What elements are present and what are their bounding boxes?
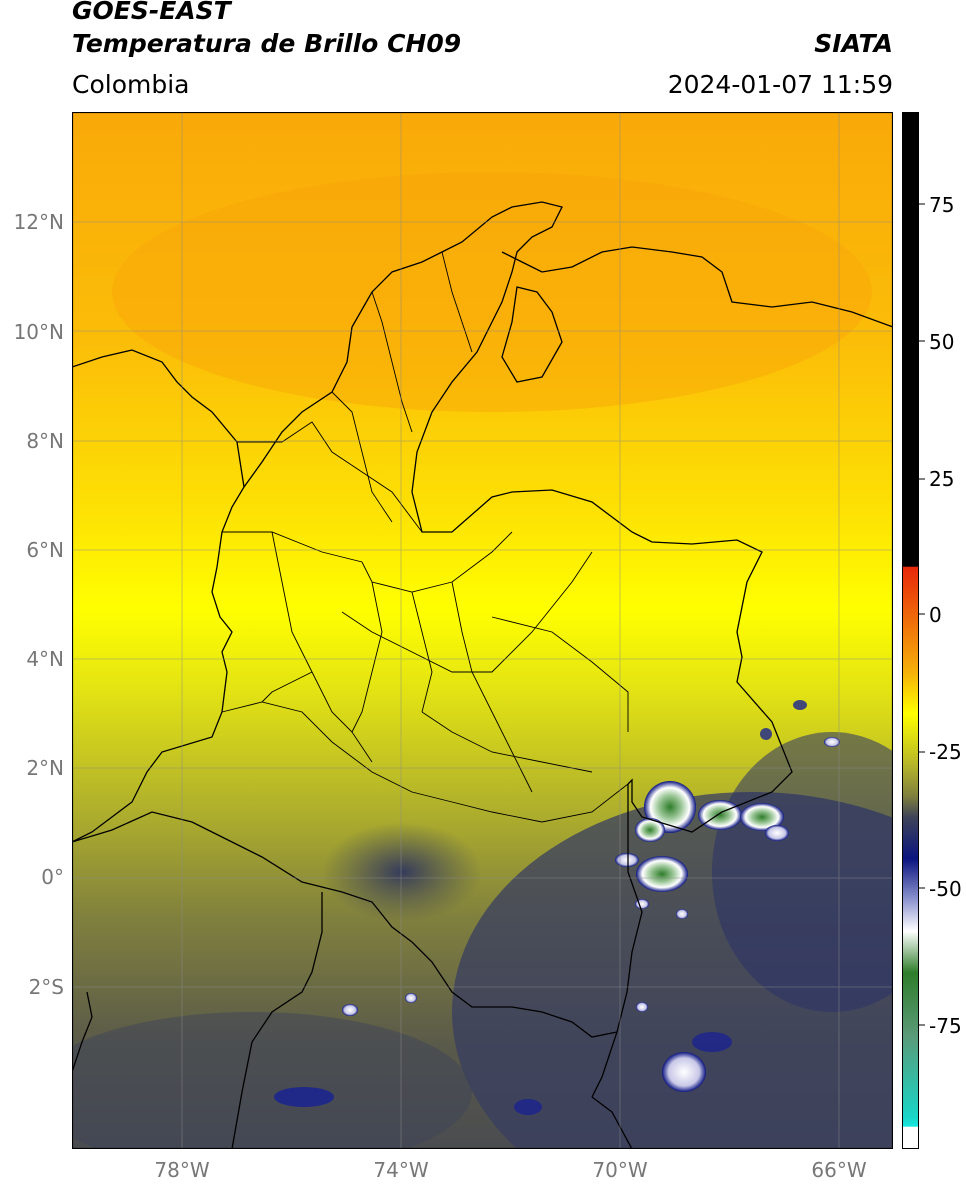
agency-label: SIATA xyxy=(814,29,893,58)
convective-cloud xyxy=(405,993,417,1003)
colorbar-gradient xyxy=(902,112,919,1149)
colombia-brazil-border xyxy=(591,784,643,1098)
convective-cloud xyxy=(615,853,639,867)
west-coastline xyxy=(72,991,93,1073)
department-border xyxy=(331,391,393,523)
pacific-coastline xyxy=(72,349,245,843)
department-border xyxy=(491,616,629,732)
country-borders xyxy=(72,201,893,1149)
brightness-temperature-map xyxy=(72,112,893,1149)
cold-region-south xyxy=(72,1012,472,1149)
convective-cloud xyxy=(274,1087,334,1107)
cold-spot xyxy=(322,822,482,922)
colombia-venezuela-border xyxy=(411,321,793,833)
lon-label-78w: 78°W xyxy=(154,1158,210,1182)
department-border xyxy=(351,581,383,733)
lon-label-74w: 74°W xyxy=(373,1158,429,1182)
department-border xyxy=(441,251,473,353)
convective-cloud xyxy=(765,825,789,841)
department-border xyxy=(237,421,423,533)
convective-cloud xyxy=(342,1004,358,1016)
department-border xyxy=(261,671,313,703)
colorbar-tick-minus75: -75 xyxy=(929,1014,962,1038)
convective-cloud xyxy=(636,856,688,892)
convective-cloud xyxy=(793,700,807,710)
colorbar-tick-25: 25 xyxy=(929,467,955,491)
satellite-title: GOES-EAST xyxy=(72,0,231,25)
convective-cloud xyxy=(635,899,649,909)
colorbar-ticks xyxy=(919,203,925,1026)
colorbar-tick-75: 75 xyxy=(929,193,955,217)
timestamp-label: 2024-01-07 11:59 xyxy=(667,70,893,99)
cold-region-east xyxy=(712,732,893,1012)
convective-cloud xyxy=(636,1002,648,1012)
convective-cloud xyxy=(824,737,840,747)
product-title: Temperatura de Brillo CH09 xyxy=(72,29,462,58)
lat-label-12n: 12°N xyxy=(13,210,64,234)
lake-maracaibo xyxy=(501,286,563,383)
map-frame xyxy=(72,112,893,1149)
brazil-peru-border xyxy=(591,1096,633,1149)
colorbar xyxy=(902,112,919,1149)
colorbar-tick-minus25: -25 xyxy=(929,740,962,764)
convective-cloud xyxy=(698,800,742,830)
lon-label-66w: 66°W xyxy=(811,1158,867,1182)
colorbar-tick-50: 50 xyxy=(929,330,955,354)
region-label: Colombia xyxy=(72,70,190,99)
convective-cloud xyxy=(635,818,665,842)
department-borders xyxy=(221,251,629,823)
convective-cloud xyxy=(740,803,784,831)
warm-region xyxy=(112,172,872,412)
colombia-peru-ecuador-border xyxy=(72,811,618,1038)
department-border xyxy=(371,291,413,433)
lat-label-8n: 8°N xyxy=(26,429,64,453)
department-border xyxy=(221,701,629,823)
venezuela-coastline xyxy=(501,246,893,328)
peru-ecuador-border xyxy=(231,892,323,1149)
lat-label-6n: 6°N xyxy=(26,538,64,562)
colorbar-frame xyxy=(902,112,919,1149)
lat-label-4n: 4°N xyxy=(26,647,64,671)
lat-label-2n: 2°N xyxy=(26,756,64,780)
lon-label-70w: 70°W xyxy=(592,1158,648,1182)
caribbean-coastline xyxy=(243,201,563,488)
convective-cloud xyxy=(662,1052,706,1092)
convective-cloud xyxy=(514,1099,542,1115)
colorbar-tick-0: 0 xyxy=(929,603,942,627)
department-border xyxy=(421,711,593,773)
gridlines xyxy=(72,112,893,1149)
convective-cloud xyxy=(676,909,688,919)
colorbar-tick-minus50: -50 xyxy=(929,877,962,901)
department-border xyxy=(451,581,533,793)
convective-cloud xyxy=(692,1032,732,1052)
lat-label-0: 0° xyxy=(41,865,64,889)
lat-label-2s: 2°S xyxy=(28,975,64,999)
convective-cloud xyxy=(760,728,772,740)
department-border xyxy=(411,591,433,713)
lat-label-10n: 10°N xyxy=(13,320,64,344)
